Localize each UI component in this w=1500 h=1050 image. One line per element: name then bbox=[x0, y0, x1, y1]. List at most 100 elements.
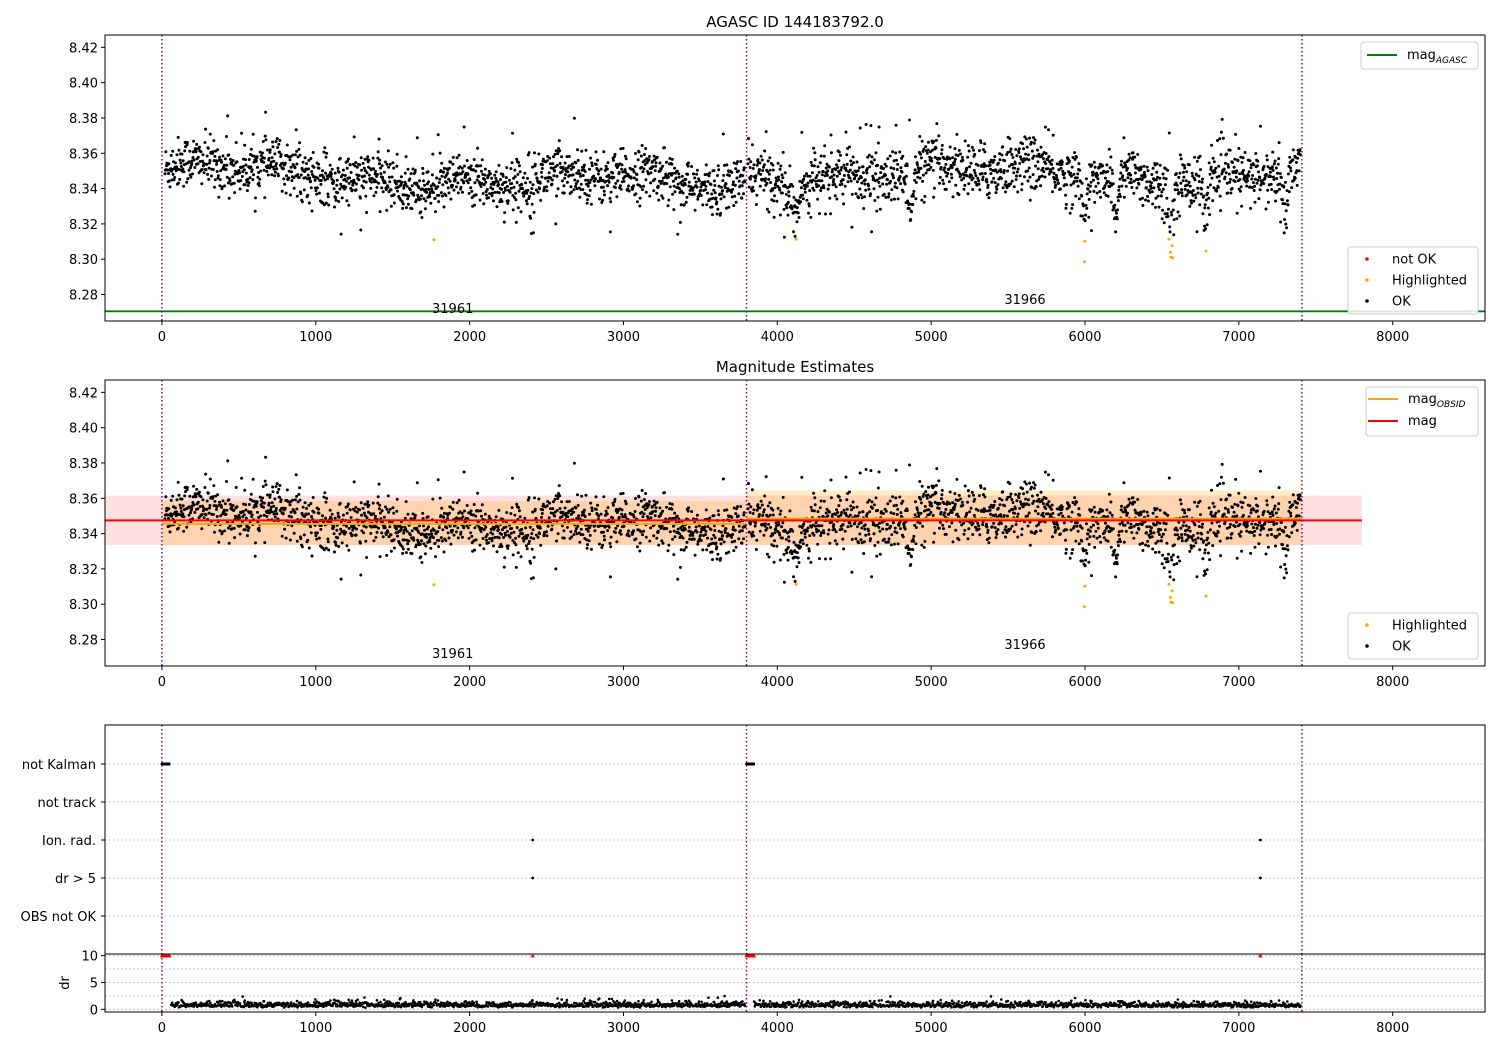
p1-point-ok bbox=[717, 529, 721, 533]
p0-point-ok bbox=[1062, 176, 1066, 180]
p1-point-ok bbox=[647, 500, 651, 503]
p0-point-ok bbox=[262, 168, 266, 172]
p1-point-ok bbox=[951, 540, 955, 544]
p0-point-ok bbox=[707, 174, 711, 178]
p0-point-ok bbox=[823, 144, 827, 148]
p0-point-ok bbox=[651, 160, 654, 163]
p0-point-ok bbox=[280, 189, 284, 193]
p0-point-ok bbox=[475, 178, 479, 182]
p1-point-ok bbox=[944, 507, 948, 511]
p0-point-ok bbox=[1207, 161, 1211, 165]
p1-point-ok bbox=[367, 503, 371, 507]
p0-point-ok bbox=[960, 155, 964, 159]
p0-point-ok bbox=[1217, 174, 1221, 178]
p0-point-ok bbox=[502, 220, 506, 224]
p0-point-ok bbox=[221, 154, 225, 158]
p0-point-ok bbox=[1012, 185, 1016, 189]
p0-point-ok bbox=[1271, 150, 1275, 154]
p0-point-ok bbox=[944, 162, 948, 166]
p1-point-ok bbox=[363, 502, 367, 506]
p1-point-ok bbox=[920, 543, 924, 547]
p1-point-ok bbox=[361, 506, 365, 510]
p0-point-ok bbox=[807, 202, 811, 206]
p0-point-ok bbox=[742, 192, 745, 196]
p0-point-ok bbox=[270, 156, 274, 160]
p0-point-ok bbox=[487, 196, 490, 200]
p0-point-ok bbox=[471, 168, 475, 172]
p0-point-ok bbox=[259, 169, 263, 173]
p0-point-ok bbox=[892, 159, 896, 163]
p1-point-ok bbox=[394, 527, 398, 531]
p0-point-ok bbox=[247, 181, 251, 185]
p0-point-ok bbox=[657, 198, 661, 202]
p1-point-ok bbox=[651, 510, 655, 514]
p0-point-ok bbox=[749, 174, 753, 178]
p0-point-ok bbox=[325, 151, 329, 155]
p0-point-ok bbox=[1158, 176, 1162, 180]
p1-point-ok bbox=[616, 524, 620, 528]
p0-point-ok bbox=[262, 160, 266, 164]
p0-point-ok bbox=[618, 184, 622, 188]
p0-point-ok bbox=[523, 171, 527, 175]
p1-point-ok bbox=[657, 543, 661, 547]
p1-point-ok bbox=[442, 511, 446, 515]
p0-point-ok bbox=[758, 168, 761, 171]
p0-point-ok bbox=[511, 194, 515, 197]
p0-point-ok bbox=[494, 170, 498, 174]
p0-point-ok bbox=[827, 165, 831, 169]
p1-point-ok bbox=[863, 523, 867, 527]
p1-point-ok bbox=[469, 531, 473, 535]
p0-point-ok bbox=[466, 172, 470, 176]
p1-point-ok bbox=[659, 512, 663, 515]
p0-point-ok bbox=[1015, 170, 1019, 174]
p1-point-ok bbox=[954, 528, 958, 532]
p0-point-ok bbox=[1281, 198, 1285, 202]
p0-point-ok bbox=[372, 167, 376, 171]
p0-point-ok bbox=[1122, 195, 1126, 199]
p0-point-ok bbox=[719, 185, 723, 189]
p1-point-ok bbox=[261, 485, 265, 488]
p0-point-ok bbox=[1145, 180, 1149, 184]
p0-point-ok bbox=[426, 170, 430, 174]
p1-point-ok bbox=[762, 533, 766, 537]
p0-point-ok bbox=[644, 190, 648, 194]
p0-point-ok bbox=[1193, 193, 1197, 197]
p1-point-ok bbox=[439, 514, 443, 518]
p1-point-ok bbox=[807, 549, 811, 553]
p1-point-ok bbox=[552, 500, 555, 504]
p1-point-ok bbox=[177, 493, 181, 497]
p0-point-ok bbox=[1256, 159, 1260, 163]
p1-point-ok bbox=[950, 521, 954, 525]
p1-point-ok bbox=[668, 530, 672, 534]
p0-point-ok bbox=[720, 192, 724, 196]
p0-point-ok bbox=[421, 172, 425, 175]
p0-point-ok bbox=[829, 151, 833, 155]
p0-point-ok bbox=[1238, 172, 1242, 176]
p1-point-ok bbox=[515, 502, 519, 506]
p0-point-ok bbox=[777, 178, 781, 182]
p0-point-ok bbox=[1149, 184, 1153, 188]
p0-point-ok bbox=[576, 148, 579, 152]
p0-point-ok bbox=[247, 158, 251, 161]
p0-point-ok bbox=[298, 153, 302, 157]
p0-point-ok bbox=[467, 191, 471, 195]
p1-point-ok bbox=[594, 508, 598, 511]
p0-point-ok bbox=[1047, 155, 1051, 159]
p0-point-ok bbox=[593, 184, 597, 188]
p0-point-ok bbox=[1251, 174, 1255, 177]
p0-ytick-label: 8.32 bbox=[69, 218, 98, 233]
p0-point-ok bbox=[608, 196, 612, 200]
p0-point-ok bbox=[671, 179, 675, 183]
p0-point-ok bbox=[598, 179, 602, 182]
p0-point-ok bbox=[1093, 200, 1097, 204]
p0-point-ok bbox=[1186, 183, 1189, 187]
p1-point-ok bbox=[772, 560, 776, 564]
p0-point-ok bbox=[1178, 153, 1182, 157]
p0-point-ok bbox=[895, 158, 898, 162]
p0-point-ok bbox=[1051, 133, 1055, 137]
p0-point-ok bbox=[560, 155, 564, 159]
p0-point-ok bbox=[912, 189, 916, 193]
p0-point-ok bbox=[1228, 148, 1232, 152]
p0-point-ok bbox=[202, 171, 206, 175]
p1-point-ok bbox=[701, 548, 705, 552]
